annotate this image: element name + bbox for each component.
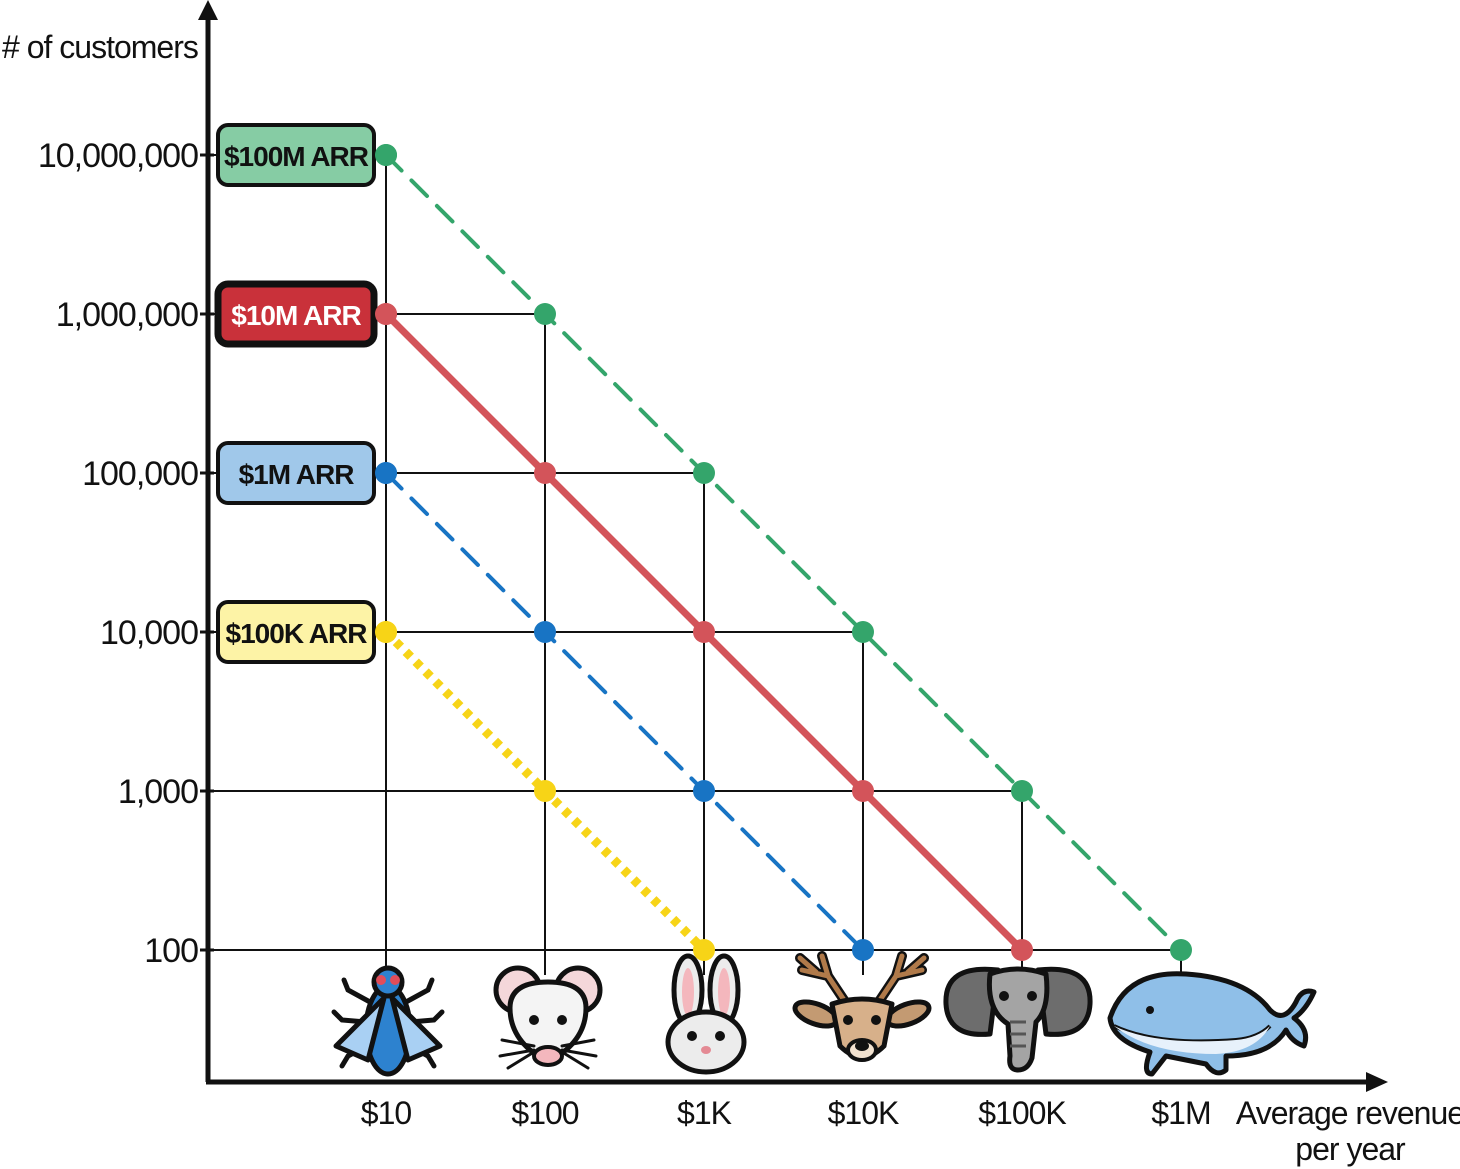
data-point [693,621,715,643]
series-line [384,471,865,952]
arr-badge-label: $1M ARR [239,459,355,490]
data-point [534,462,556,484]
x-tick-labels: $10 $100 $1K $10K $100K $1M [361,1095,1212,1131]
axes [198,0,1388,1092]
mouse-icon [493,965,603,1070]
x-tick-label: $10K [828,1095,899,1131]
fly-icon [331,965,445,1077]
data-point [375,462,397,484]
data-point [852,621,874,643]
data-point [693,939,715,961]
x-tick-label: $100K [978,1095,1066,1131]
y-tick-labels: 10,000,000 1,000,000 100,000 10,000 1,000 100 [38,137,214,970]
elephant-icon [943,966,1093,1073]
y-axis-title: # of customers [2,29,198,65]
data-point [852,780,874,802]
y-axis-arrow-icon [198,0,218,20]
x-tick-label: $1M [1151,1095,1210,1131]
arr-badge-label: $10M ARR [231,300,361,331]
data-point [1170,939,1192,961]
arr-badge [216,123,376,187]
data-point [693,462,715,484]
x-tick-label: $1K [677,1095,732,1131]
y-tick-label: 1,000 [118,773,198,811]
deer-icon [792,951,932,1062]
data-point [534,621,556,643]
arr-badge-label: $100K ARR [226,618,368,649]
rabbit-icon [665,953,747,1075]
data-point [693,780,715,802]
x-axis-title-line-2: per year [1295,1131,1406,1167]
arr-badge [216,600,376,664]
y-tick-label: 100,000 [82,455,198,493]
arr-badge-label: $100M ARR [224,141,369,172]
data-point [375,621,397,643]
data-point [534,780,556,802]
data-point [534,303,556,325]
x-tick-label: $100 [511,1095,578,1131]
whale-icon [1107,971,1317,1077]
data-point [852,939,874,961]
data-point [1011,939,1033,961]
data-point [375,144,397,166]
x-axis-arrow-icon [1366,1072,1388,1092]
legend-badges: $100M ARR $10M ARR $1M ARR $100K ARR [214,123,397,664]
y-tick-label: 10,000,000 [38,137,198,175]
series-lines [382,153,1183,954]
x-tick-label: $10 [361,1095,412,1131]
animal-icons [331,951,1317,1077]
data-point [375,303,397,325]
arr-badge [216,441,376,505]
data-point [1011,780,1033,802]
grid-lines [208,154,1182,975]
y-tick-label: 1,000,000 [56,296,198,334]
series-line [384,153,1183,952]
y-tick-label: 100 [144,932,198,970]
x-axis-title-line-1: Average revenue [1236,1095,1460,1131]
y-tick-label: 10,000 [100,614,198,652]
arr-badge [214,280,378,348]
